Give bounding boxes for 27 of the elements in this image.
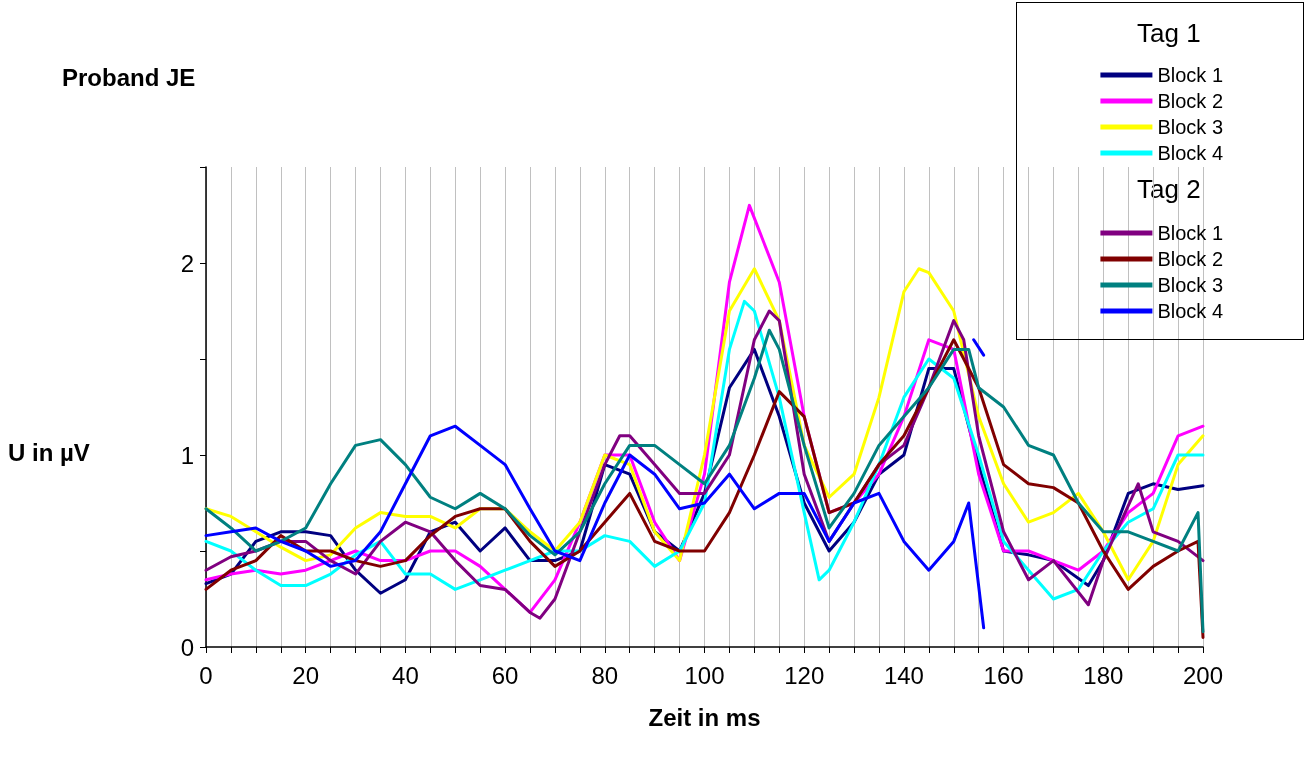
legend-label: Block 1 [1157, 64, 1224, 86]
y-axis-title: U in µV [8, 438, 90, 466]
x-tick-label: 120 [784, 661, 825, 689]
x-tick-label: 20 [292, 661, 320, 689]
x-tick-label: 140 [883, 661, 924, 689]
x-tick-label: 0 [199, 661, 213, 689]
x-tick-label: 100 [684, 661, 725, 689]
chart-title: Proband JE [62, 63, 196, 91]
x-tick-label: 160 [983, 661, 1024, 689]
legend-label: Block 2 [1157, 248, 1224, 270]
y-tick-label: 0 [180, 633, 194, 661]
x-tick-label: 200 [1182, 661, 1224, 689]
legend-label: Block 1 [1157, 222, 1224, 244]
x-tick-label: 40 [392, 661, 419, 689]
legend-label: Block 3 [1157, 274, 1224, 296]
x-axis-title: Zeit in ms [648, 703, 761, 731]
y-tick-label: 1 [180, 441, 194, 469]
x-tick-label: 80 [591, 661, 619, 689]
y-tick-label: 2 [180, 249, 194, 277]
annotation: Tag 2 [1137, 174, 1201, 204]
legend-title: Tag 1 [1137, 18, 1201, 48]
x-tick-label: 180 [1083, 661, 1124, 689]
legend-label: Block 2 [1157, 90, 1224, 112]
legend-label: Block 4 [1157, 300, 1224, 322]
x-tick-label: 60 [491, 661, 519, 689]
legend-label: Block 4 [1157, 142, 1224, 164]
legend-label: Block 3 [1157, 116, 1224, 138]
